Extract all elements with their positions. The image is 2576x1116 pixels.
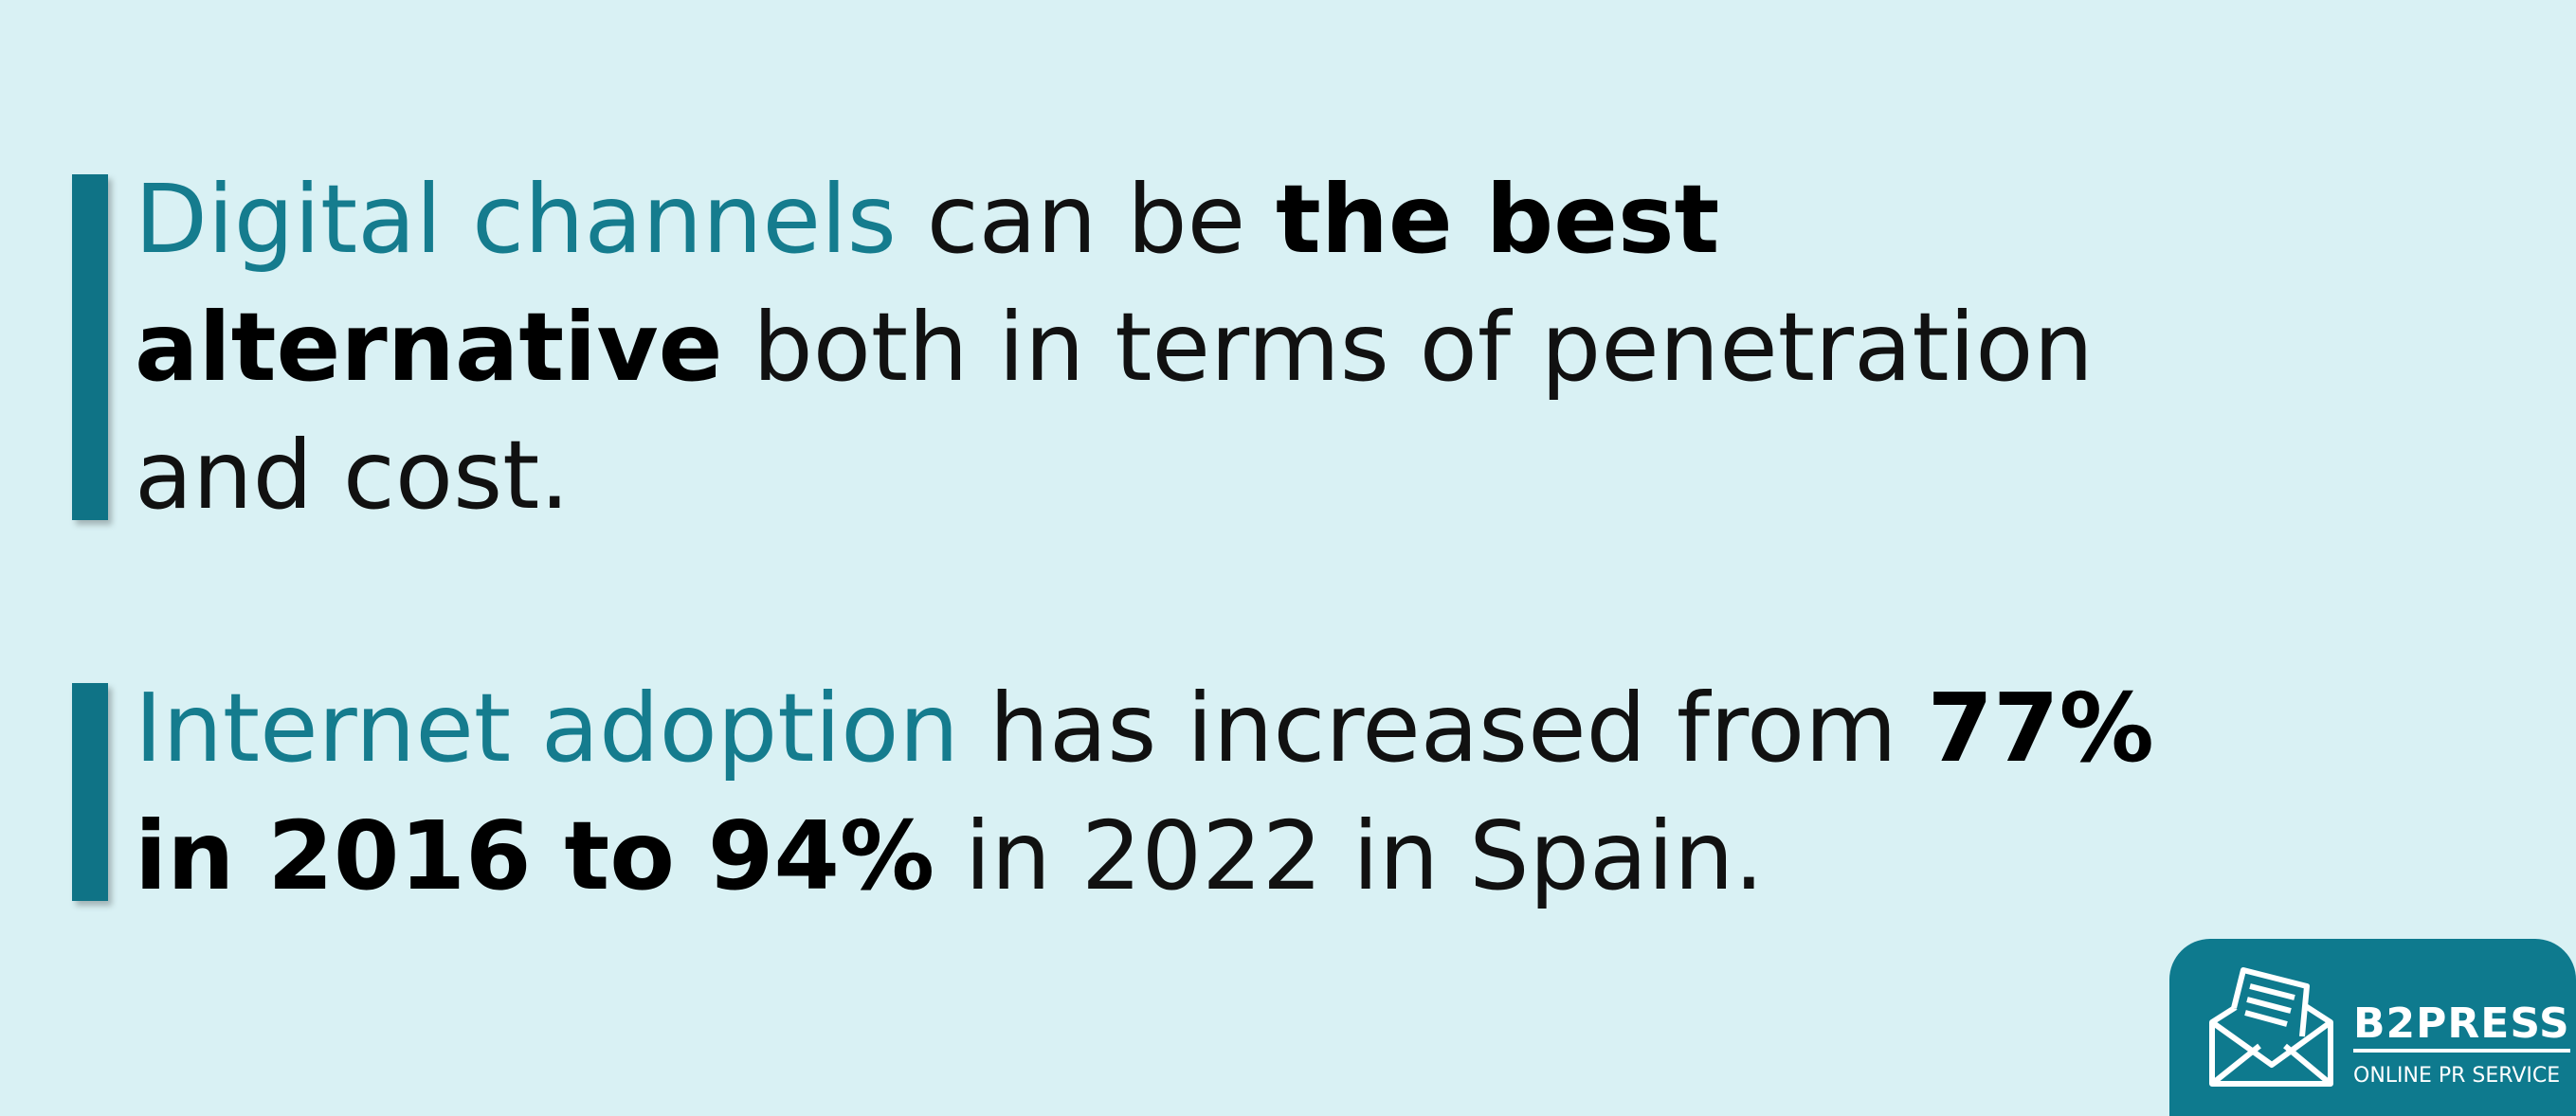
- text-segment: Internet adoption: [135, 673, 959, 783]
- text-segment: alternative: [135, 292, 723, 403]
- text-segment: has increased from: [989, 673, 1897, 783]
- text-segment: 77%: [1927, 673, 2154, 783]
- text-line: in 2016 to 94% in 2022 in Spain.: [135, 792, 2154, 920]
- paragraph: Digital channels can be the best alternat…: [72, 155, 2094, 539]
- text-line: alternative both in terms of penetration: [135, 283, 2094, 411]
- logo-name: B2PRESS: [2353, 999, 2570, 1053]
- accent-bar: [72, 683, 108, 901]
- paragraph: Internet adoption has increased from 77%…: [72, 664, 2154, 920]
- text-line: Internet adoption has increased from 77%: [135, 664, 2154, 792]
- text-line: Digital channels can be the best: [135, 155, 2094, 283]
- envelope-icon: [2209, 967, 2333, 1087]
- text-segment: the best: [1275, 164, 1720, 275]
- text-segment: Digital channels: [135, 164, 897, 275]
- text-segment: can be: [926, 164, 1246, 275]
- text-segment: and cost.: [135, 420, 571, 531]
- logo-tagline: ONLINE PR SERVICE: [2353, 1064, 2561, 1088]
- logo: B2PRESS ONLINE PR SERVICE: [2169, 939, 2576, 1116]
- text-segment: in 2016 to 94%: [135, 801, 935, 911]
- text-line: and cost.: [135, 411, 2094, 539]
- accent-bar: [72, 174, 108, 520]
- text-segment: in 2022 in Spain.: [964, 801, 1765, 911]
- text-segment: both in terms of penetration: [753, 292, 2094, 403]
